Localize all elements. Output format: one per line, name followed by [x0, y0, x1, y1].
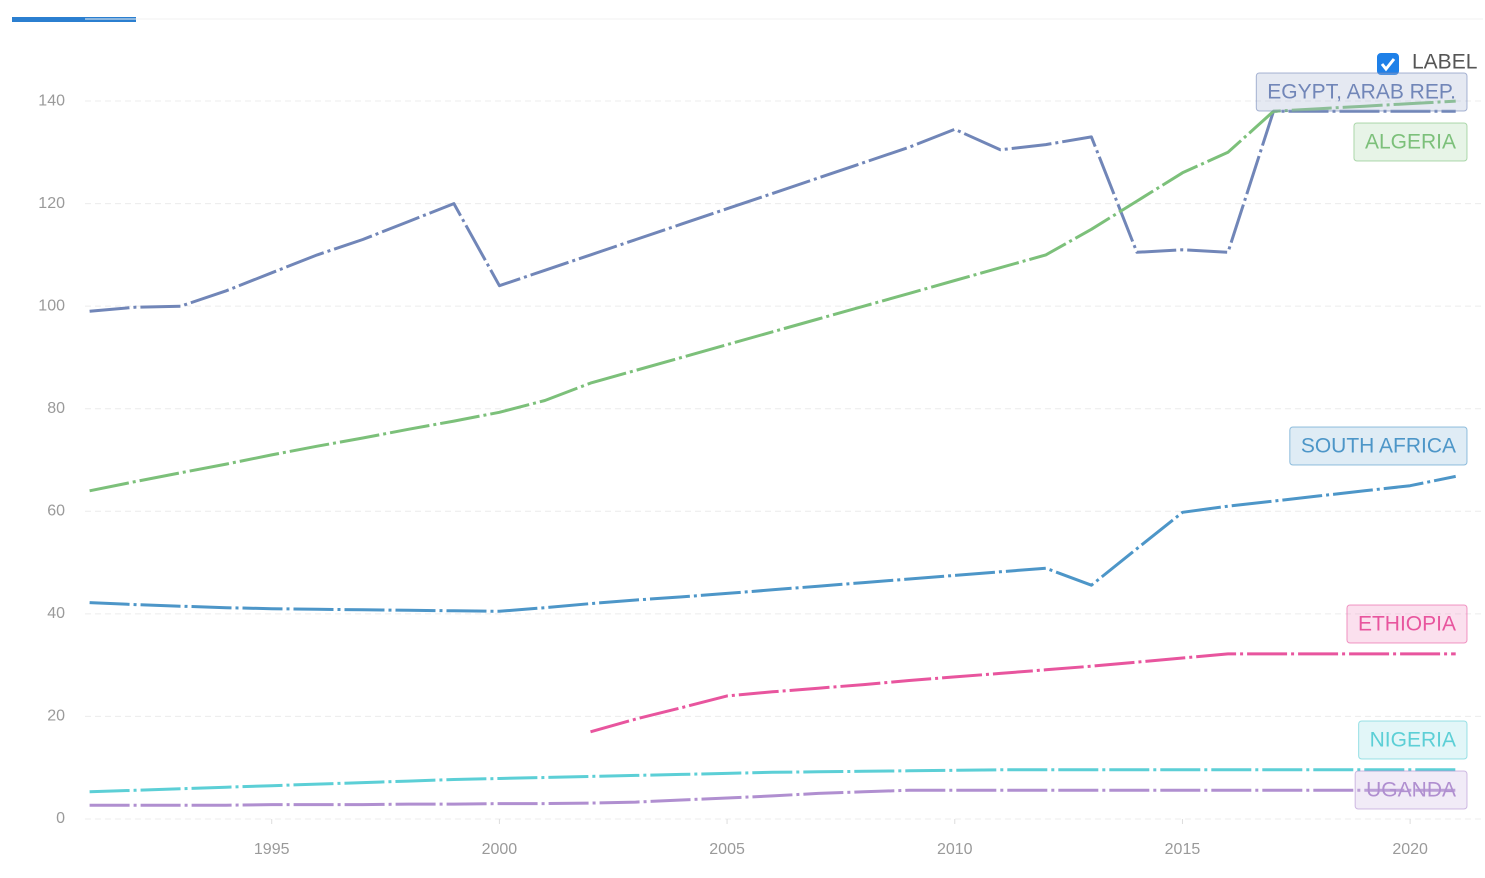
label-box	[1353, 123, 1467, 161]
toggle-text[interactable]: LABEL	[1412, 51, 1477, 74]
label-box	[1346, 604, 1468, 644]
label-box	[1354, 770, 1468, 810]
series-label: EGYPT, ARAB REP.	[1255, 72, 1468, 112]
x-tick-label: 2000	[482, 841, 518, 858]
label-box	[1353, 122, 1468, 162]
label-box	[1256, 73, 1467, 111]
y-tick-label: 80	[47, 400, 65, 417]
series-line	[89, 99, 1456, 493]
series-label: ETHIOPIA	[1346, 604, 1468, 644]
series-line	[89, 474, 1456, 613]
label-box	[1289, 427, 1467, 465]
y-tick-label: 0	[56, 810, 65, 827]
label-box	[1355, 771, 1467, 809]
y-tick-label: 100	[38, 297, 65, 314]
legend-label: UGANDA	[1366, 779, 1456, 802]
series-label: UGANDA	[1354, 770, 1468, 810]
series-label: NIGERIA	[1358, 720, 1468, 760]
check-mark	[1380, 58, 1396, 72]
y-tick-label: 40	[47, 605, 65, 622]
series-line	[590, 652, 1456, 734]
legend-label: ALGERIA	[1365, 131, 1456, 154]
legend-label: NIGERIA	[1370, 729, 1456, 752]
label-box	[1255, 72, 1468, 112]
x-tick-label: 2010	[937, 841, 973, 858]
y-tick-label: 60	[47, 503, 65, 520]
tab-indicator	[12, 17, 136, 22]
series-line	[89, 788, 1456, 807]
checkbox[interactable]	[1377, 53, 1399, 75]
series-label: SOUTH AFRICA	[1289, 426, 1468, 466]
legend-label: SOUTH AFRICA	[1301, 435, 1456, 458]
y-tick-label: 120	[38, 195, 65, 212]
series-line	[89, 109, 1456, 313]
label-box	[1289, 426, 1468, 466]
label-box	[1358, 720, 1468, 760]
x-tick-label: 2005	[709, 841, 745, 858]
y-tick-label: 20	[47, 708, 65, 725]
label-box	[1358, 721, 1467, 759]
x-tick-label: 1995	[254, 841, 290, 858]
series-line	[89, 768, 1456, 794]
x-tick-label: 2015	[1165, 841, 1201, 858]
label-box	[1346, 605, 1467, 643]
legend-label: EGYPT, ARAB REP.	[1267, 81, 1456, 104]
y-tick-label: 140	[38, 92, 65, 109]
label-toggle[interactable]: LABEL	[1377, 51, 1477, 75]
series-label: ALGERIA	[1353, 122, 1468, 162]
legend-label: ETHIOPIA	[1358, 613, 1456, 636]
x-tick-label: 2020	[1392, 841, 1428, 858]
